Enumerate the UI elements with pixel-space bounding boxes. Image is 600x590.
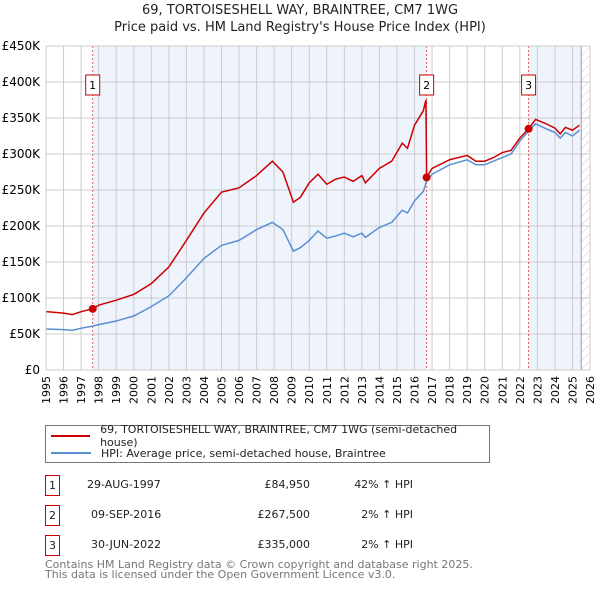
sale-point [422,173,431,182]
y-tick-label: £200K [2,219,42,233]
x-tick-label: 2009 [286,376,299,404]
x-tick-label: 2011 [321,376,334,404]
x-tick-label: 2013 [356,376,369,404]
x-tick-label: 1998 [93,376,106,404]
legend-item-hpi: HPI: Average price, semi-detached house,… [51,445,386,461]
sale-label-box [419,74,435,96]
x-tick-label: 2018 [444,376,457,404]
x-tick-label: 2004 [198,376,211,404]
y-tick-label: £350K [2,111,42,125]
x-tick-label: 2005 [215,376,228,404]
legend-swatch-red [51,435,91,437]
sale-hpi: 2% ↑ HPI [361,538,413,551]
y-tick-label: £50K [9,327,41,341]
x-tick-label: 1995 [40,376,53,404]
property-price-line [45,99,580,316]
sale-marker: 3 [45,535,60,556]
sale-label: 2 [423,79,430,92]
x-tick-label: 2003 [180,376,193,404]
footer: Contains HM Land Registry data © Crown c… [45,558,473,581]
chart-title: 69, TORTOISESHELL WAY, BRAINTREE, CM7 1W… [141,3,459,18]
chart-subtitle: Price paid vs. HM Land Registry's House … [114,20,486,35]
x-tick-label: 2025 [566,376,579,404]
x-tick-label: 2014 [373,376,386,404]
hpi-line [45,122,580,332]
x-tick-label: 2024 [549,376,562,404]
x-tick-label: 2016 [409,376,422,404]
x-tick-label: 1996 [58,376,71,404]
x-tick-label: 2001 [145,376,158,404]
plot: 1995 1996 1997 1998 1999 2000 2001 2002 2003 2004… [2,39,597,404]
sale-point [524,124,533,133]
sale-date: 09-SEP-2016 [91,508,162,521]
sale-label-box [85,74,101,96]
sale-marker: 2 [45,505,60,526]
x-tick-label: 2007 [251,376,264,404]
x-tick-label: 2006 [233,376,246,404]
x-tick-label: 2017 [426,376,439,404]
sale-date: 29-AUG-1997 [87,478,161,491]
x-tick-label: 2010 [303,376,316,404]
x-tick-label: 1999 [110,376,123,404]
x-tick-label: 2020 [479,376,492,404]
shaded-region [92,46,427,370]
x-tick-label: 2026 [584,376,597,404]
plot-border [45,45,591,371]
x-tick-label: 2002 [163,376,176,404]
legend-swatch-blue [51,452,91,454]
legend-item-property: 69, TORTOISESHELL WAY, BRAINTREE, CM7 1W… [51,423,489,449]
forecast-hatch [581,46,590,370]
x-tick-label: 1997 [75,376,88,404]
legend-label: HPI: Average price, semi-detached house,… [101,446,386,460]
sale-price: £335,000 [257,538,311,551]
y-tick-label: £250K [2,183,42,197]
sale-price: £84,950 [264,478,311,491]
y-tick-label: £100K [2,291,42,305]
footer-line: Contains HM Land Registry data © Crown c… [45,558,473,571]
sale-hpi: 2% ↑ HPI [361,508,413,521]
sale-marker: 1 [45,475,60,496]
sale-hpi: 42% ↑ HPI [354,478,413,491]
sale-label: 3 [525,79,532,92]
y-tick-label: £400K [2,75,42,89]
sale-point [88,304,97,313]
x-tick-label: 2022 [514,376,527,404]
y-tick-label: £300K [2,147,42,161]
sale-row: 2 09-SEP-2016 £267,500 2% ↑ HPI [45,505,445,527]
sale-row: 1 29-AUG-1997 £84,950 42% ↑ HPI [45,475,445,497]
sale-label: 1 [89,79,96,92]
x-tick-label: 2023 [531,376,544,404]
y-tick-label: £0 [25,363,40,377]
x-tick-label: 2021 [496,376,509,404]
y-tick-label: £150K [2,255,42,269]
x-tick-label: 2015 [391,376,404,404]
x-tick-label: 2008 [268,376,281,404]
sale-price: £267,500 [257,508,311,521]
sale-date: 30-JUN-2022 [91,538,162,551]
x-tick-label: 2019 [461,376,474,404]
y-tick-label: £450K [2,39,42,53]
x-tick-label: 2012 [338,376,351,404]
sale-label-box [521,74,537,96]
sale-row: 3 30-JUN-2022 £335,000 2% ↑ HPI [45,535,445,557]
x-tick-label: 2000 [128,376,141,404]
legend: 69, TORTOISESHELL WAY, BRAINTREE, CM7 1W… [45,423,490,463]
footer-line: This data is licensed under the Open Gov… [45,568,396,581]
legend-label: 69, TORTOISESHELL WAY, BRAINTREE, CM7 1W… [100,423,458,449]
